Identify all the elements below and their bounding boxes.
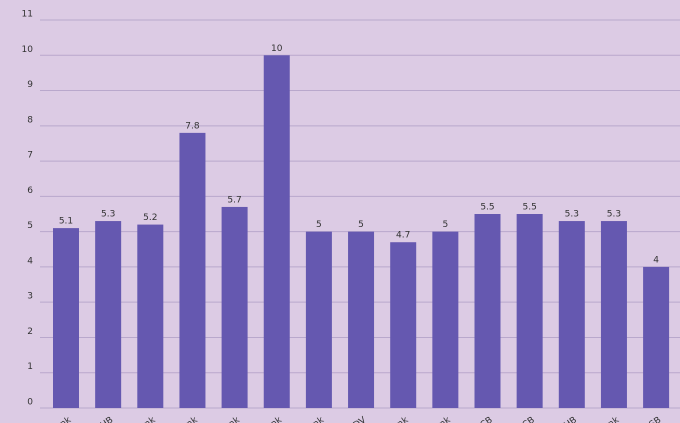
y-tick-label: 2 (27, 327, 33, 337)
y-tick-label: 7 (27, 151, 33, 161)
value-label: 7.8 (185, 121, 200, 131)
y-tick-label: 9 (27, 80, 33, 90)
y-tick-label: 10 (22, 45, 34, 55)
bar (516, 214, 543, 408)
value-label: 5.3 (607, 210, 621, 220)
value-label: 5.1 (59, 217, 73, 227)
value-label: 5 (358, 220, 364, 230)
y-tick-label: 3 (27, 292, 33, 302)
value-label: 4.7 (396, 231, 410, 241)
bar (600, 221, 627, 408)
y-tick-label: 4 (27, 256, 33, 266)
x-tick-label: nk (58, 415, 73, 423)
x-tick-label: DV (352, 415, 369, 423)
bar (432, 231, 459, 408)
x-tick-label: nk (185, 415, 200, 423)
x-tick-label: nk (438, 415, 453, 423)
x-tick-label: CB (479, 415, 495, 423)
value-label: 5 (442, 220, 448, 230)
value-label: 5.2 (143, 213, 157, 223)
y-tick-label: 6 (27, 186, 33, 196)
x-tick-label: nk (269, 415, 284, 423)
x-tick-label: SB (648, 415, 663, 423)
x-tick-label: nk (311, 415, 326, 423)
bar (643, 266, 670, 408)
value-label: 5.3 (101, 210, 115, 220)
y-tick-label: 8 (27, 115, 33, 125)
y-tick-label: 1 (27, 362, 33, 372)
bar (305, 231, 332, 408)
value-label: 5.5 (480, 203, 494, 213)
x-tick-label: nk (143, 415, 158, 423)
y-tick-label: 0 (27, 398, 33, 408)
bar (95, 221, 122, 408)
bar (53, 228, 79, 408)
x-tick-label: CB (521, 415, 537, 423)
x-tick-label: nk (396, 415, 411, 423)
x-tick-label: HB (563, 415, 579, 423)
y-tick-label: 11 (22, 10, 33, 20)
x-tick-label: nk (227, 415, 242, 423)
value-label: 5 (316, 220, 322, 230)
bar (390, 242, 417, 408)
value-label: 5.3 (565, 210, 579, 220)
value-label: 10 (271, 44, 283, 54)
value-label: 5.7 (227, 195, 241, 205)
bar (179, 132, 206, 408)
bar (348, 231, 375, 408)
value-label: 5.5 (522, 203, 536, 213)
y-tick-label: 5 (27, 221, 33, 231)
bar (221, 206, 248, 408)
bar (263, 55, 290, 408)
bar (558, 221, 585, 408)
bar (474, 214, 501, 408)
bar (137, 224, 164, 408)
x-tick-label: HB (99, 415, 115, 423)
x-tick-label: nk (606, 415, 621, 423)
value-label: 4 (653, 255, 659, 265)
